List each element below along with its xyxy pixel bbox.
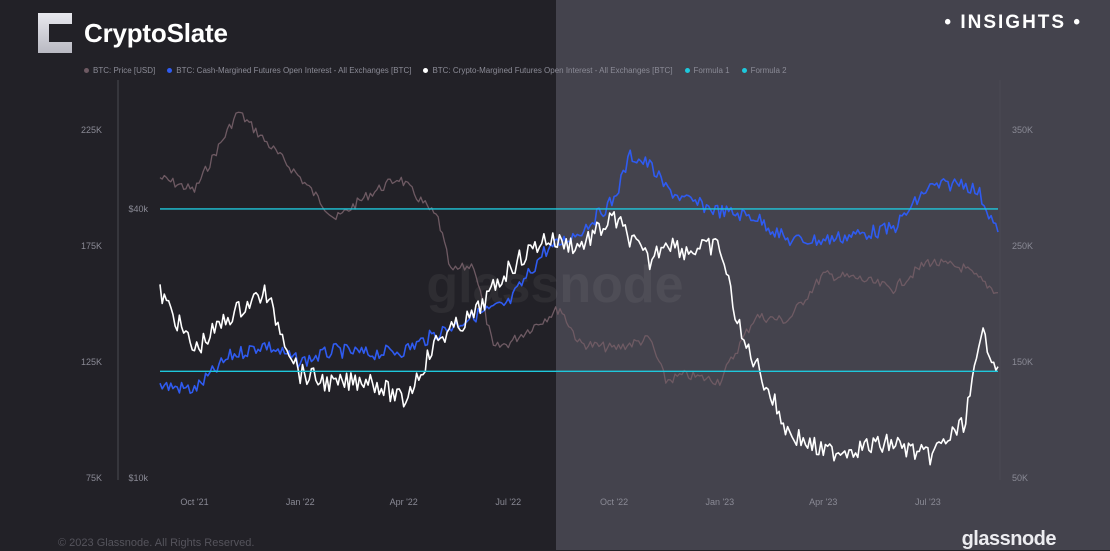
legend-dot-icon	[84, 68, 89, 73]
chart-legend: BTC: Price [USD] BTC: Cash-Margined Futur…	[84, 66, 799, 75]
series-cash-margined-line	[159, 149, 999, 395]
left-axis-tick: 75K	[86, 473, 102, 483]
legend-label: Formula 1	[693, 66, 730, 75]
series-price-line	[159, 111, 999, 386]
legend-label: BTC: Price [USD]	[93, 66, 156, 75]
cryptoslate-logo-icon	[38, 13, 72, 53]
x-axis-tick: Oct '21	[180, 497, 208, 507]
x-axis-tick: Apr '23	[809, 497, 837, 507]
legend-dot-icon	[684, 68, 690, 73]
legend-item[interactable]: Formula 1	[684, 66, 730, 75]
left-axis-tick: 225K	[81, 125, 102, 135]
legend-item[interactable]: Formula 2	[741, 66, 787, 75]
legend-dot-icon	[741, 68, 747, 73]
x-axis-tick: Oct '22	[600, 497, 628, 507]
legend-dot-icon	[167, 68, 173, 73]
brand: CryptoSlate	[38, 13, 228, 53]
brand-name: CryptoSlate	[84, 17, 228, 48]
x-axis-tick: Jul '23	[915, 497, 941, 507]
legend-dot-icon	[423, 68, 429, 73]
legend-label: BTC: Crypto-Margined Futures Open Intere…	[432, 66, 673, 75]
x-axis-tick: Jul '22	[495, 497, 521, 507]
legend-item[interactable]: BTC: Price [USD]	[84, 66, 155, 75]
legend-item[interactable]: BTC: Cash-Margined Futures Open Interest…	[167, 66, 411, 75]
x-axis-tick: Jan '23	[705, 497, 734, 507]
right-axis-tick: 150K	[1012, 357, 1033, 367]
right-axis-tick: 250K	[1012, 241, 1033, 251]
glassnode-logo: glassnode	[961, 528, 1057, 550]
right-axis-tick: 50K	[1012, 473, 1028, 483]
insights-label: • INSIGHTS •	[944, 12, 1082, 33]
right-axis-tick: 350K	[1012, 125, 1033, 135]
chart-background	[0, 0, 556, 550]
watermark: glassnode	[426, 256, 683, 314]
legend-item[interactable]: BTC: Crypto-Margined Futures Open Intere…	[423, 66, 673, 75]
price-axis-tick: $40k	[128, 204, 148, 214]
price-axis-tick: $10k	[128, 473, 148, 483]
x-axis-tick: Apr '22	[390, 497, 418, 507]
x-axis-tick: Jan '22	[286, 497, 315, 507]
left-axis-tick: 175K	[81, 241, 102, 251]
copyright: © 2023 Glassnode. All Rights Reserved.	[58, 537, 255, 549]
legend-label: Formula 2	[750, 66, 787, 75]
left-axis-tick: 125K	[81, 357, 102, 367]
series-crypto-margined-line	[159, 211, 999, 466]
legend-label: BTC: Cash-Margined Futures Open Interest…	[176, 66, 412, 75]
